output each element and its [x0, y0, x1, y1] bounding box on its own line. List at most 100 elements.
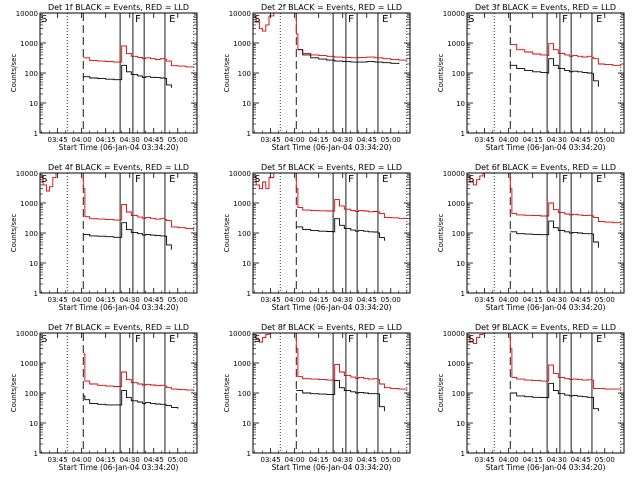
x-tick-label: 04:00: [499, 296, 519, 304]
x-tick-label: 04:45: [144, 456, 164, 464]
x-tick-label: 04:45: [144, 136, 164, 144]
x-tick-label: 04:00: [499, 136, 519, 144]
events-series-line: [296, 380, 385, 412]
panel-title: Det 4f BLACK = Events, RED = LLD: [48, 163, 189, 172]
start-marker-label: S: [254, 14, 260, 25]
detector-panel-6: Det 6f BLACK = Events, RED = LLD 1 10 100 10…: [437, 163, 625, 312]
x-tick-label: 03:45: [261, 456, 281, 464]
y-tick-label: 1000: [20, 40, 38, 48]
y-tick-label: 1: [34, 130, 38, 138]
y-tick-label: 10000: [16, 10, 38, 18]
y-tick-label: 1: [461, 290, 465, 298]
x-tick-label: 04:15: [96, 296, 116, 304]
y-tick-label: 10000: [443, 10, 465, 18]
flare-marker-label: F: [562, 334, 568, 345]
x-tick-label: 04:00: [72, 296, 92, 304]
detector-panel-2: Det 2f BLACK = Events, RED = LLD 1 10 100 10…: [223, 3, 411, 152]
y-tick-label: 1: [34, 290, 38, 298]
y-tick-label: 100: [238, 70, 251, 78]
y-tick-label: 10000: [229, 330, 251, 338]
plot-frame: [252, 12, 411, 134]
x-tick-label: 04:15: [309, 136, 329, 144]
y-tick-label: 10000: [16, 170, 38, 178]
lld-series-line: [510, 43, 622, 67]
x-tick-label: 03:45: [261, 296, 281, 304]
start-marker-label: S: [41, 174, 47, 185]
end-marker-label: E: [382, 174, 388, 185]
y-tick-label: 1000: [447, 360, 465, 368]
plot-frame: [39, 172, 198, 294]
y-axis-label: Counts/sec: [437, 54, 445, 93]
panel-title: Det 7f BLACK = Events, RED = LLD: [48, 323, 189, 332]
plot-frame: [466, 172, 625, 294]
y-tick-label: 100: [25, 390, 38, 398]
x-tick-label: 05:00: [381, 136, 401, 144]
x-tick-label: 04:00: [72, 456, 92, 464]
end-marker-label: E: [382, 14, 388, 25]
x-tick-label: 04:15: [523, 456, 543, 464]
y-axis-label: Counts/sec: [223, 54, 231, 93]
x-tick-label: 04:30: [120, 136, 140, 144]
y-tick-label: 100: [452, 390, 465, 398]
x-tick-label: 04:15: [523, 296, 543, 304]
x-tick-label: 04:30: [547, 456, 567, 464]
y-axis-label: Counts/sec: [10, 374, 18, 413]
y-axis-label: Counts/sec: [10, 214, 18, 253]
x-tick-label: 04:45: [571, 136, 591, 144]
panel-title: Det 5f BLACK = Events, RED = LLD: [261, 163, 402, 172]
start-marker-label: S: [254, 334, 260, 345]
x-tick-label: 04:00: [285, 456, 305, 464]
x-tick-label: 04:15: [523, 136, 543, 144]
x-tick-label: 04:45: [357, 296, 377, 304]
x-tick-label: 04:00: [285, 296, 305, 304]
x-tick-label: 03:45: [475, 296, 495, 304]
x-tick-label: 03:45: [475, 456, 495, 464]
flare-marker-label: F: [348, 14, 354, 25]
y-tick-label: 1000: [20, 200, 38, 208]
start-marker-label: S: [254, 174, 260, 185]
x-tick-label: 04:00: [72, 136, 92, 144]
end-marker-label: E: [596, 174, 602, 185]
x-axis-label: Start Time (06-Jan-04 03:34:20): [486, 463, 606, 472]
events-series-line: [83, 64, 172, 88]
end-marker-label: E: [169, 174, 175, 185]
x-tick-label: 03:45: [261, 136, 281, 144]
plot-frame: [39, 12, 198, 134]
x-axis-label: Start Time (06-Jan-04 03:34:20): [59, 303, 179, 312]
flare-marker-label: F: [135, 334, 141, 345]
events-series-line: [510, 220, 599, 248]
detector-panel-4: Det 4f BLACK = Events, RED = LLD 1 10 100 10…: [10, 163, 198, 312]
x-tick-label: 05:00: [168, 456, 188, 464]
y-tick-label: 1000: [233, 200, 251, 208]
y-tick-label: 10: [456, 260, 465, 268]
x-axis-label: Start Time (06-Jan-04 03:34:20): [486, 303, 606, 312]
y-tick-label: 100: [25, 70, 38, 78]
start-marker-label: S: [468, 14, 474, 25]
detector-panel-8: Det 8f BLACK = Events, RED = LLD 1 10 100 10…: [223, 323, 411, 472]
y-tick-label: 10: [29, 420, 38, 428]
events-series-line: [83, 390, 179, 409]
lld-series-line: [83, 353, 195, 391]
y-tick-label: 10000: [229, 10, 251, 18]
y-tick-label: 1000: [20, 360, 38, 368]
y-tick-label: 1000: [447, 200, 465, 208]
lld-series-line: [83, 45, 195, 68]
x-tick-label: 04:30: [333, 296, 353, 304]
x-tick-label: 04:45: [144, 296, 164, 304]
x-tick-label: 04:30: [333, 136, 353, 144]
panel-title: Det 6f BLACK = Events, RED = LLD: [475, 163, 616, 172]
x-axis-label: Start Time (06-Jan-04 03:34:20): [59, 143, 179, 152]
end-marker-label: E: [169, 334, 175, 345]
x-tick-label: 04:45: [571, 296, 591, 304]
x-tick-label: 04:45: [357, 136, 377, 144]
y-tick-label: 1: [247, 130, 251, 138]
end-marker-label: E: [596, 334, 602, 345]
x-tick-label: 05:00: [168, 136, 188, 144]
x-tick-label: 04:30: [333, 456, 353, 464]
y-tick-label: 1000: [233, 360, 251, 368]
y-tick-label: 10: [456, 100, 465, 108]
plot-frame: [252, 332, 411, 454]
y-tick-label: 10: [242, 260, 251, 268]
